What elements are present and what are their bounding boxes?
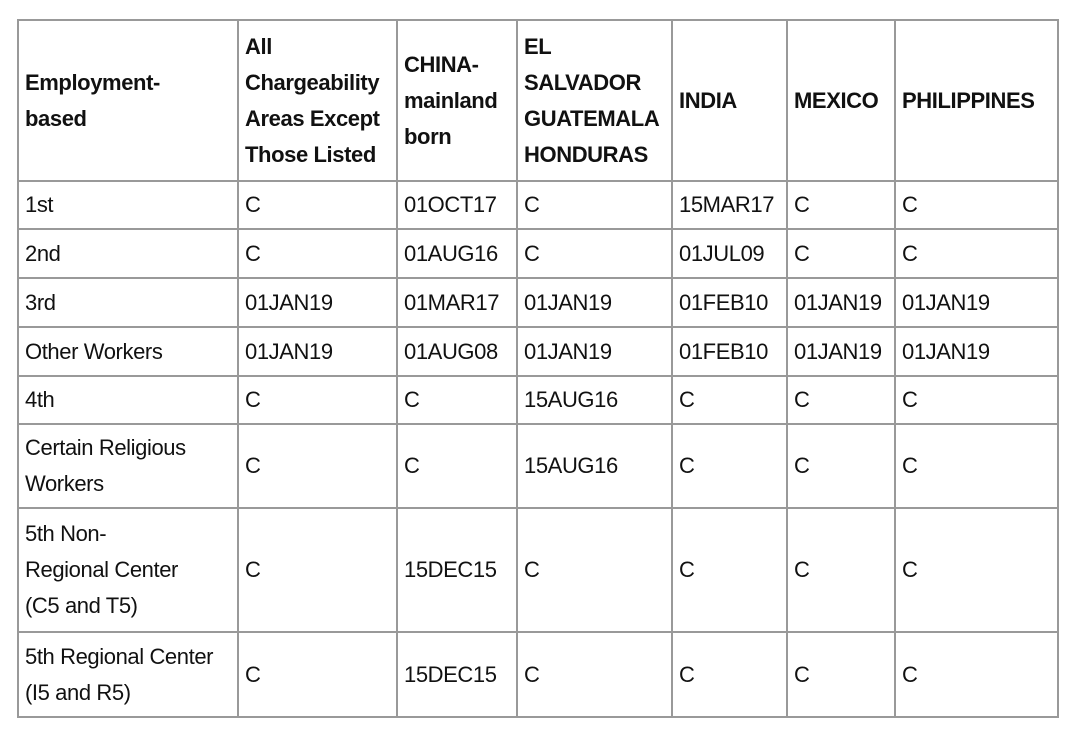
table-cell: C <box>516 631 673 718</box>
table-cell: C <box>516 507 673 633</box>
header-row: Employment- based All Chargeability Areas… <box>17 19 1059 182</box>
row-label: Certain Religious Workers <box>17 423 239 509</box>
table-cell: 01JAN19 <box>786 277 896 328</box>
table-cell: C <box>894 375 1059 425</box>
table-cell: 15AUG16 <box>516 423 673 509</box>
table-cell: C <box>237 423 398 509</box>
table-cell: 01JAN19 <box>894 326 1059 377</box>
column-header: MEXICO <box>786 19 896 182</box>
row-label: 1st <box>17 180 239 230</box>
column-header: INDIA <box>671 19 788 182</box>
table-cell: 01FEB10 <box>671 277 788 328</box>
table-cell: 01JAN19 <box>894 277 1059 328</box>
table-row: 2nd C 01AUG16 C 01JUL09 C C <box>17 228 1059 279</box>
row-label: 5th Regional Center (I5 and R5) <box>17 631 239 718</box>
table-cell: 15DEC15 <box>396 631 518 718</box>
column-header: All Chargeability Areas Except Those Lis… <box>237 19 398 182</box>
row-label: 3rd <box>17 277 239 328</box>
visa-bulletin-table: Employment- based All Chargeability Areas… <box>17 19 1059 718</box>
table-row: 4th C C 15AUG16 C C C <box>17 375 1059 425</box>
table-cell: 01JAN19 <box>237 277 398 328</box>
column-header: CHINA- mainland born <box>396 19 518 182</box>
table-cell: C <box>894 180 1059 230</box>
table-row: 5th Regional Center (I5 and R5) C 15DEC15 C… <box>17 631 1059 718</box>
table-cell: C <box>786 507 896 633</box>
table-cell: C <box>894 423 1059 509</box>
table-cell: C <box>671 375 788 425</box>
table-cell: 01MAR17 <box>396 277 518 328</box>
table-cell: 01JAN19 <box>786 326 896 377</box>
table-cell: C <box>786 180 896 230</box>
table-cell: C <box>396 375 518 425</box>
table-cell: 01JUL09 <box>671 228 788 279</box>
table-cell: 01JAN19 <box>516 277 673 328</box>
table-cell: 01AUG08 <box>396 326 518 377</box>
row-label: 4th <box>17 375 239 425</box>
table-cell: 01FEB10 <box>671 326 788 377</box>
table-cell: 01JAN19 <box>516 326 673 377</box>
row-label: Other Workers <box>17 326 239 377</box>
row-label: 2nd <box>17 228 239 279</box>
table-row: Certain Religious Workers C C 15AUG16 C C C <box>17 423 1059 509</box>
column-header: PHILIPPINES <box>894 19 1059 182</box>
column-header: EL SALVADOR GUATEMALA HONDURAS <box>516 19 673 182</box>
table-cell: 15MAR17 <box>671 180 788 230</box>
table-row: Other Workers 01JAN19 01AUG08 01JAN19 01FEB1… <box>17 326 1059 377</box>
table-cell: C <box>237 375 398 425</box>
table-cell: C <box>237 228 398 279</box>
table-cell: C <box>786 423 896 509</box>
table-cell: C <box>237 631 398 718</box>
column-header: Employment- based <box>17 19 239 182</box>
row-label: 5th Non- Regional Center (C5 and T5) <box>17 507 239 633</box>
table-cell: C <box>237 180 398 230</box>
table-cell: C <box>894 228 1059 279</box>
table-cell: C <box>671 507 788 633</box>
table-cell: C <box>396 423 518 509</box>
table-cell: 15DEC15 <box>396 507 518 633</box>
table-body: 1st C 01OCT17 C 15MAR17 C C 2nd C 01AUG16 C 01JUL09… <box>17 180 1059 718</box>
table-cell: 15AUG16 <box>516 375 673 425</box>
table-cell: C <box>516 180 673 230</box>
table-cell: 01AUG16 <box>396 228 518 279</box>
table-cell: C <box>516 228 673 279</box>
table-cell: C <box>786 228 896 279</box>
table-row: 5th Non- Regional Center (C5 and T5) C 15D… <box>17 507 1059 633</box>
table-cell: C <box>237 507 398 633</box>
table-cell: 01JAN19 <box>237 326 398 377</box>
table-cell: C <box>671 423 788 509</box>
table-cell: C <box>786 631 896 718</box>
table-cell: C <box>894 631 1059 718</box>
table-row: 1st C 01OCT17 C 15MAR17 C C <box>17 180 1059 230</box>
table-cell: 01OCT17 <box>396 180 518 230</box>
table-cell: C <box>786 375 896 425</box>
table-cell: C <box>671 631 788 718</box>
table-cell: C <box>894 507 1059 633</box>
table-row: 3rd 01JAN19 01MAR17 01JAN19 01FEB10 01JAN19 01… <box>17 277 1059 328</box>
